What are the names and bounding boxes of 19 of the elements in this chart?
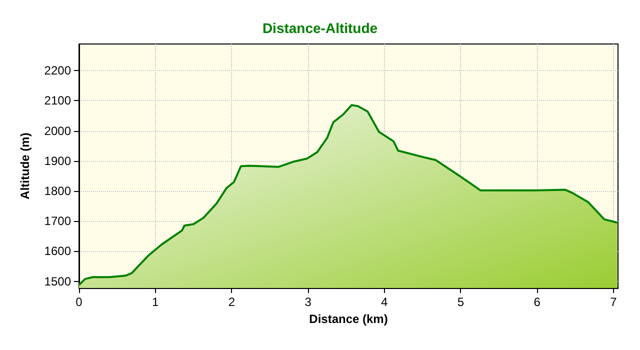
y-tick-label: 1500 bbox=[44, 274, 72, 288]
chart-title: Distance-Altitude bbox=[262, 20, 378, 36]
x-tick-label: 0 bbox=[76, 295, 83, 309]
y-tick-label: 1700 bbox=[44, 214, 72, 228]
x-tick-label: 6 bbox=[534, 295, 541, 309]
y-axis-title: Altitude (m) bbox=[18, 132, 32, 200]
x-tick-label: 2 bbox=[228, 295, 236, 309]
x-tick-label: 4 bbox=[381, 295, 388, 309]
y-tick-label: 2100 bbox=[44, 94, 72, 108]
x-tick-label: 7 bbox=[610, 295, 618, 309]
x-tick-label: 3 bbox=[304, 295, 312, 309]
y-tick-label: 1900 bbox=[44, 154, 72, 168]
x-axis-title: Distance (km) bbox=[309, 312, 388, 326]
x-tick-label: 1 bbox=[152, 295, 159, 309]
y-tick-label: 1600 bbox=[44, 244, 72, 258]
y-tick-label: 1800 bbox=[44, 184, 72, 198]
x-tick-label: 5 bbox=[457, 295, 464, 309]
y-tick-label: 2200 bbox=[44, 64, 72, 78]
y-tick-label: 2000 bbox=[44, 124, 72, 138]
